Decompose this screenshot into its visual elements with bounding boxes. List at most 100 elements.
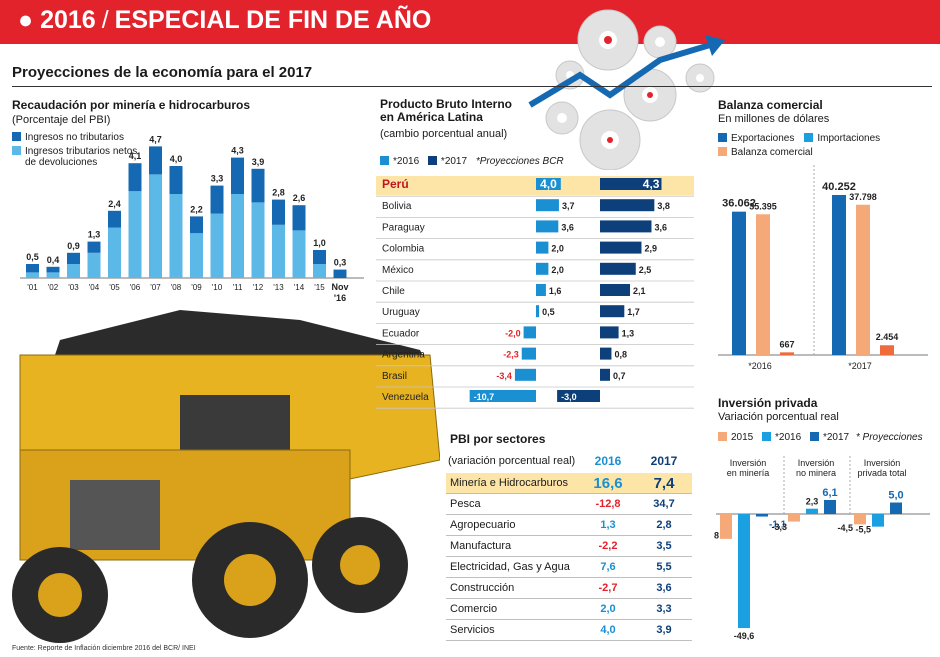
legend-swatch — [762, 432, 772, 441]
tick-label: '03 — [68, 283, 79, 292]
legend-item: Balanza comercial — [718, 147, 880, 158]
tick-label: '08 — [171, 283, 182, 292]
data-label: 1,3 — [88, 230, 101, 240]
bar-importaciones — [856, 204, 870, 355]
inversion-note: * Proyecciones — [855, 432, 923, 443]
bar-no-tributarios — [46, 266, 60, 273]
data-label: -5,5 — [855, 524, 871, 534]
bar-exportaciones — [832, 195, 846, 355]
bar-tributarios — [169, 194, 183, 278]
value-2017: 5,5 — [636, 556, 692, 578]
data-label: 5,0 — [888, 490, 903, 502]
pbi-latam-chart: Perú 4,0 4,3 Bolivia 3,7 3,8 Paraguay 3,6 3,6 Col… — [376, 176, 694, 409]
bar-2015 — [854, 514, 866, 525]
bar-2017 — [557, 390, 600, 402]
sector-name: Manufactura — [446, 535, 580, 557]
data-label: 1,0 — [313, 238, 326, 248]
bar-no-tributarios — [108, 210, 121, 228]
header-separator: / — [101, 6, 109, 34]
trend-arrow-icon — [528, 42, 711, 108]
table-header-subtitle: (variación porcentual real) — [448, 455, 576, 467]
sector-name: Electricidad, Gas y Agua — [446, 556, 580, 578]
bar-2016 — [536, 220, 559, 233]
mineria-legend: Ingresos no tributarios Ingresos tributa… — [12, 132, 162, 171]
category-label: Inversión — [730, 458, 767, 468]
bar-2016 — [536, 305, 540, 318]
bar-2017 — [890, 502, 902, 514]
data-label: 0,4 — [47, 255, 60, 265]
balanza-subtitle: En millones de dólares — [718, 113, 830, 125]
tick-label: *2017 — [848, 361, 872, 371]
country-label: México — [382, 265, 414, 276]
country-label: Perú — [382, 177, 409, 191]
header-title: ● 2016/ESPECIAL DE FIN DE AÑO — [18, 6, 431, 35]
subtitle-divider — [12, 86, 932, 87]
data-label-2016: -10,7 — [474, 392, 495, 402]
bar-2017 — [600, 178, 662, 190]
truck-chassis — [19, 449, 351, 561]
table-row: Comercio 2,0 3,3 — [446, 598, 692, 620]
bar-2016 — [872, 514, 884, 527]
country-label: Uruguay — [382, 307, 420, 318]
category-label: en minería — [727, 468, 770, 478]
tick-label: '06 — [130, 283, 141, 292]
data-label: 6,1 — [822, 487, 837, 499]
bar-tributarios — [128, 191, 142, 278]
bar-no-tributarios — [26, 264, 39, 273]
bar-2017 — [600, 305, 625, 318]
bar-tributarios — [313, 264, 326, 278]
table-header-2017: 2017 — [650, 454, 678, 468]
value-2016: 16,6 — [580, 473, 636, 494]
bar-tributarios — [190, 233, 203, 278]
inversion-title: Inversión privada — [718, 396, 818, 410]
bar-2016 — [738, 514, 750, 629]
value-2017: 3,5 — [636, 535, 692, 557]
bar-tributarios — [272, 224, 285, 278]
data-label-2017: 1,3 — [622, 328, 635, 338]
sector-name: Agropecuario — [446, 514, 580, 536]
tick-label: '12 — [253, 283, 264, 292]
sector-name: Minería e Hidrocarburos — [446, 473, 580, 494]
bar-no-tributarios — [190, 216, 203, 234]
bar-no-tributarios — [251, 168, 265, 203]
bar-tributarios — [149, 174, 162, 278]
bar-2016 — [523, 326, 536, 339]
country-label: Brasil — [382, 371, 407, 382]
data-label-2017: 4,3 — [643, 177, 660, 191]
value-2016: 7,6 — [580, 556, 636, 578]
truck-grille — [70, 480, 160, 550]
header-year: 2016 — [40, 6, 96, 34]
legend-item: Ingresos tributarios netos de devolucion… — [12, 146, 150, 168]
bar-tributarios — [251, 202, 265, 278]
value-2016: 2,0 — [580, 598, 636, 620]
data-label: -10,8 — [714, 530, 719, 540]
value-2017: 7,4 — [636, 473, 692, 494]
country-label: Ecuador — [382, 328, 420, 339]
data-label: 3,9 — [252, 157, 265, 167]
data-label-2016: 0,5 — [542, 307, 555, 317]
table-row: Manufactura -2,2 3,5 — [446, 535, 692, 557]
balanza-legend: Exportaciones Importaciones Balanza comer… — [718, 133, 880, 161]
data-label-2017: 2,9 — [644, 244, 657, 254]
header-bullet-icon: ● — [18, 6, 34, 34]
table-row: Electricidad, Gas y Agua 7,6 5,5 — [446, 556, 692, 578]
bar-no-tributarios — [128, 163, 142, 192]
legend-swatch — [718, 147, 727, 156]
bar-no-tributarios — [87, 241, 101, 253]
data-label-2017: 0,7 — [613, 371, 626, 381]
country-label: Colombia — [382, 244, 425, 255]
tick-label: '05 — [109, 283, 120, 292]
data-label: 667 — [779, 339, 794, 349]
value-2016: 1,3 — [580, 514, 636, 536]
source-note: Fuente: Reporte de Inflación diciembre 2… — [12, 645, 196, 652]
legend-swatch — [427, 156, 437, 165]
tick-label: '16 — [334, 293, 346, 303]
mineria-title: Recaudación por minería e hidrocarburos — [12, 98, 251, 112]
value-2017: 34,7 — [636, 493, 692, 515]
tick-label: '13 — [273, 283, 284, 292]
tick-label: '02 — [48, 283, 59, 292]
data-label-2016: 2,0 — [551, 244, 564, 254]
bar-importaciones — [756, 214, 770, 355]
sector-name: Construcción — [446, 577, 580, 599]
data-label-2016: -2,0 — [505, 328, 521, 338]
